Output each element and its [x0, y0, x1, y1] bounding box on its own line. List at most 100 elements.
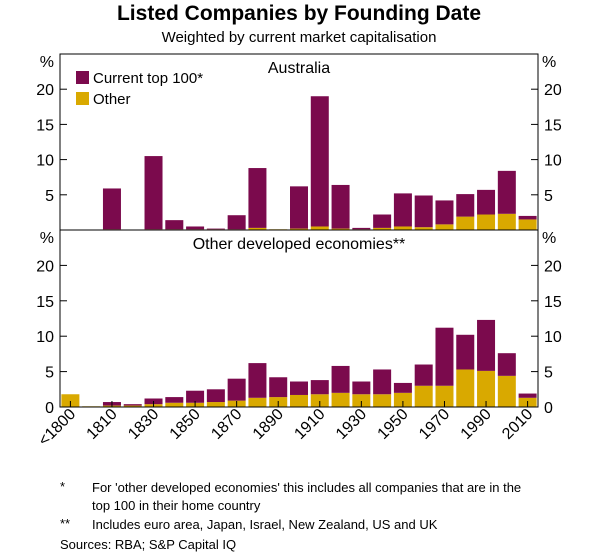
y-tick-label-right: 20: [544, 82, 562, 99]
bar-current-top100: [186, 226, 205, 230]
legend-label: Other: [93, 91, 131, 108]
bar-current-top100: [310, 96, 329, 227]
x-tick-label: <1800: [35, 406, 79, 450]
panel-title: Australia: [268, 60, 330, 77]
x-tick-label: 1810: [84, 406, 121, 443]
bar-other: [331, 228, 350, 230]
bar-current-top100: [518, 393, 537, 398]
y-tick-label-right: 0: [544, 400, 553, 417]
bar-current-top100: [165, 220, 184, 230]
legend-swatch-current-top100: [76, 71, 89, 84]
bar-other: [393, 226, 412, 230]
y-tick-label-right: 5: [544, 188, 553, 205]
y-tick-label-right: 15: [544, 294, 562, 311]
bar-current-top100: [393, 193, 412, 227]
bar-other: [123, 405, 142, 407]
bar-other: [497, 375, 516, 407]
unit-label-left: %: [40, 230, 54, 247]
x-tick-label: 1890: [250, 406, 287, 443]
y-tick-label-left: 0: [45, 400, 54, 417]
bar-current-top100: [518, 215, 537, 220]
bar-other: [414, 227, 433, 230]
y-tick-label-left: 10: [36, 153, 54, 170]
bar-other: [331, 392, 350, 407]
y-tick-label-right: 20: [544, 258, 562, 275]
bar-current-top100: [497, 353, 516, 376]
x-tick-label: 1910: [291, 406, 328, 443]
bar-other: [290, 394, 308, 407]
bar-other: [414, 385, 433, 407]
x-tick-label: 1990: [458, 406, 495, 443]
bar-current-top100: [248, 363, 267, 398]
bar-current-top100: [248, 168, 267, 228]
y-tick-label-left: 15: [36, 294, 54, 311]
bar-current-top100: [497, 170, 516, 214]
bar-other: [477, 214, 496, 230]
bar-other: [373, 227, 392, 230]
bar-current-top100: [477, 319, 496, 371]
x-tick-label: 1970: [416, 406, 453, 443]
bar-current-top100: [331, 184, 350, 229]
bar-current-top100: [290, 186, 308, 229]
x-tick-label: 1830: [125, 406, 162, 443]
bar-current-top100: [310, 380, 329, 395]
bar-current-top100: [393, 382, 412, 393]
bar-current-top100: [123, 404, 142, 406]
unit-label-right: %: [542, 230, 556, 247]
bar-other: [248, 227, 267, 230]
x-tick-label: 1850: [167, 406, 204, 443]
y-tick-label-left: 5: [45, 365, 54, 382]
y-tick-label-right: 15: [544, 117, 562, 134]
bar-current-top100: [290, 381, 308, 395]
bar-other: [477, 370, 496, 407]
x-tick-label: 1930: [333, 406, 370, 443]
bar-current-top100: [165, 397, 184, 403]
y-tick-label-left: 20: [36, 82, 54, 99]
bar-current-top100: [373, 214, 392, 228]
bar-current-top100: [456, 194, 475, 217]
bar-current-top100: [206, 228, 225, 230]
bar-current-top100: [331, 365, 350, 393]
bar-current-top100: [227, 215, 246, 230]
bar-other: [435, 385, 454, 407]
y-tick-label-right: 10: [544, 329, 562, 346]
bar-other: [373, 394, 392, 407]
bar-current-top100: [414, 195, 433, 228]
y-tick-label-right: 5: [544, 365, 553, 382]
bar-other: [497, 213, 516, 230]
bar-current-top100: [206, 389, 225, 403]
bar-current-top100: [144, 156, 163, 230]
y-tick-label-left: 15: [36, 117, 54, 134]
unit-label-right: %: [542, 54, 556, 71]
bar-other: [165, 402, 184, 407]
bar-current-top100: [435, 200, 454, 225]
bar-other: [393, 392, 412, 407]
bar-other: [352, 394, 371, 407]
y-tick-label-left: 10: [36, 329, 54, 346]
x-tick-label: 1870: [208, 406, 245, 443]
panel-title: Other developed economies**: [193, 236, 406, 253]
bar-current-top100: [435, 327, 454, 386]
bar-current-top100: [186, 390, 205, 403]
unit-label-left: %: [40, 54, 54, 71]
y-tick-label-right: 10: [544, 153, 562, 170]
bar-other: [206, 402, 225, 407]
bar-other: [456, 369, 475, 407]
bar-other: [290, 228, 308, 230]
bar-other: [456, 216, 475, 230]
bar-current-top100: [227, 378, 246, 401]
bar-current-top100: [269, 377, 288, 398]
bar-current-top100: [102, 188, 121, 230]
legend-swatch-other: [76, 92, 89, 105]
bar-current-top100: [414, 364, 433, 386]
bar-current-top100: [456, 334, 475, 370]
legend-label: Current top 100*: [93, 70, 203, 87]
bar-current-top100: [477, 189, 496, 215]
bar-other: [248, 397, 267, 407]
bar-other: [518, 219, 537, 230]
y-tick-label-left: 20: [36, 258, 54, 275]
bar-other: [310, 394, 329, 407]
chart-subtitle: Weighted by current market capitalisatio…: [161, 29, 437, 46]
x-tick-label: 2010: [499, 406, 536, 443]
